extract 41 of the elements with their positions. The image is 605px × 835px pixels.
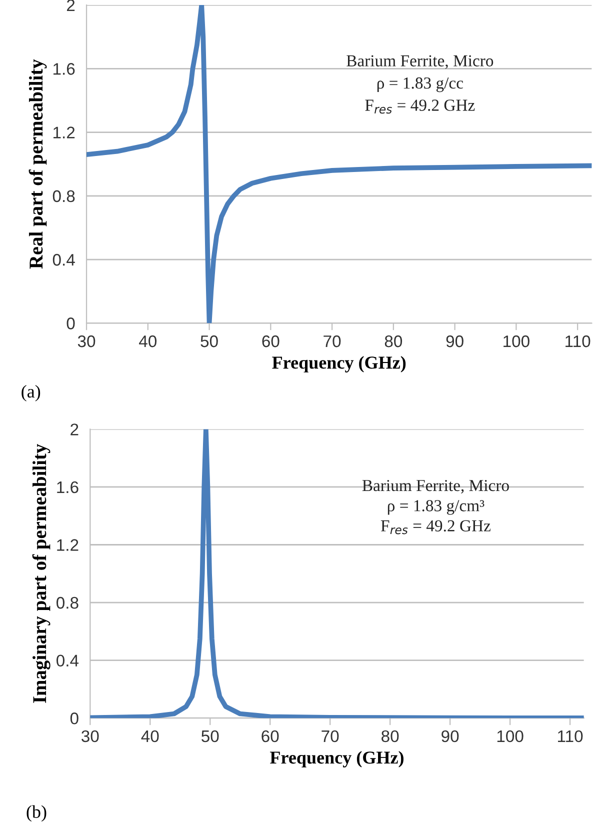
x-axis-title: Frequency (GHz) [270,751,404,768]
x-tick-label: 80 [382,730,399,742]
y-axis-title: Imaginary part of permeability [32,444,50,703]
y-tick-label: 1.2 [57,539,78,551]
text: (a) [22,384,40,402]
y-tick-label: 0.4 [56,654,79,667]
x-tick-label: 40 [139,335,157,348]
x-tick-label: 80 [384,335,402,348]
x-tick-label: 40 [141,730,159,742]
y-axis-title: Real part of permeability [28,59,47,269]
x-tick-label: 90 [442,730,459,742]
x-tick-label: 100 [504,335,530,348]
annotation: ρ = 1.83 g/cm³ [388,500,484,515]
x-tick-label: 90 [446,335,464,348]
x-tick-label: 60 [262,730,279,742]
x-tick-label: 70 [324,335,341,348]
x-tick-label: 30 [78,335,96,348]
text: (b) [26,805,46,822]
x-tick-label: 70 [322,730,339,742]
y-tick-label: 0.8 [56,596,78,609]
x-tick-label: 30 [82,730,99,742]
annotation: F$_{res}$ = 49.2 GHz [380,520,490,534]
y-tick-label: 1.6 [57,481,78,494]
y-tick-label: 1.2 [54,126,75,138]
x-tick-label: 100 [497,730,524,742]
y-tick-label: 0 [70,712,78,724]
annotation: Barium Ferrite, Micro [346,55,494,69]
annotation: Barium Ferrite, Micro [362,480,509,494]
y-tick-label: 1.6 [54,63,75,75]
y-tick-label: 0.8 [52,190,75,202]
x-tick-label: 50 [202,730,219,742]
x-tick-label: 110 [566,335,590,348]
x-tick-label: 110 [558,730,583,742]
x-tick-label: 50 [200,335,218,348]
annotation: ρ = 1.83 g/cc [377,77,463,92]
y-tick-label: 0 [66,318,75,330]
annotation: F$_{res}$ = 49.2 GHz [365,100,475,114]
y-tick-label: 0.4 [52,254,75,266]
x-axis-title: Frequency (GHz) [272,356,406,372]
x-tick-label: 60 [262,335,280,348]
y-tick-label: 2 [70,424,78,436]
